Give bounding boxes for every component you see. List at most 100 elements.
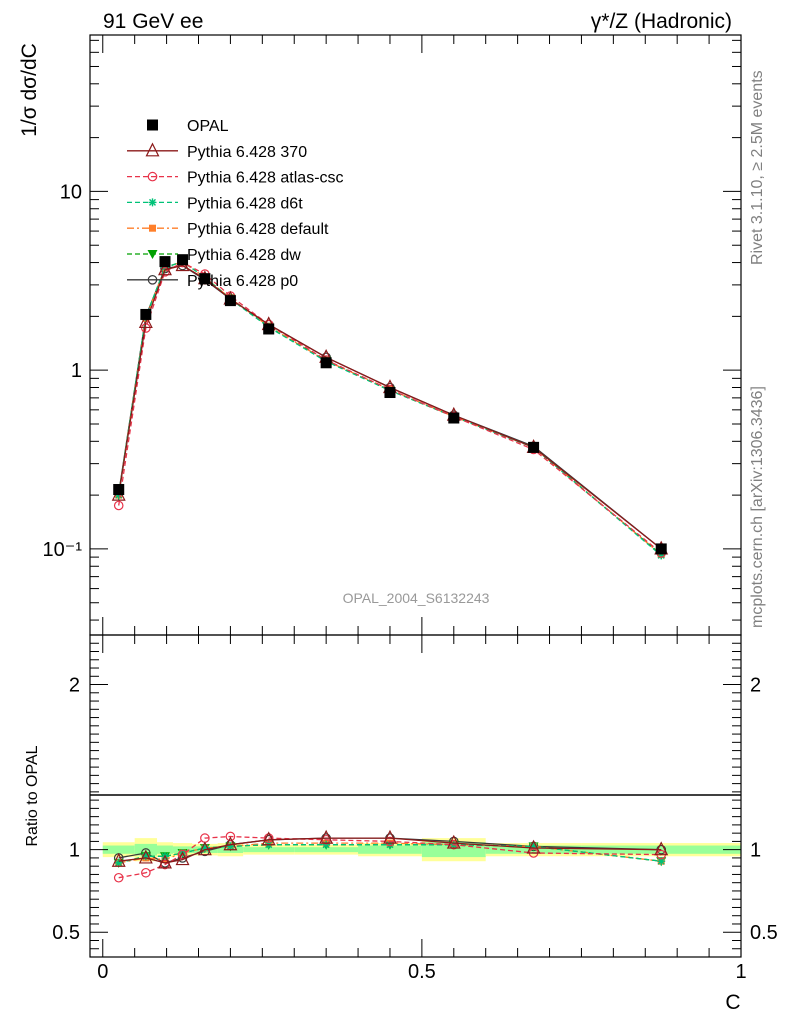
ratio-data-point [223, 836, 238, 851]
ratio-data-point [446, 834, 461, 849]
legend-label: Pythia 6.428 d6t [187, 195, 303, 212]
ratio-data-point [385, 836, 395, 847]
left-title: 91 GeV ee [103, 10, 203, 33]
ratio-data-point [261, 831, 276, 846]
ratio-band-green [581, 845, 741, 854]
main-series-line [118, 260, 662, 556]
ratio-data-point [158, 854, 172, 869]
main-series-pythia-6-428-370 [111, 257, 669, 555]
main-data-point [320, 357, 332, 369]
ratio-y-tick-label-left: 2 [69, 675, 80, 697]
ratio-data-point [382, 829, 397, 844]
ratio-data-point [322, 840, 331, 849]
main-data-point [159, 256, 171, 268]
main-data-point [448, 412, 460, 424]
ratio-data-point [138, 849, 153, 864]
mcplots-label: mcplots.cern.ch [arXiv:1306.3436] [749, 386, 766, 628]
main-data-point [263, 323, 275, 335]
legend-entry: Pythia 6.428 370 [127, 142, 307, 161]
legend-marker [147, 250, 158, 259]
ratio-data-point [319, 829, 334, 844]
main-x-ticks [102, 35, 742, 635]
ratio-data-point [226, 842, 235, 851]
main-series-pythia-6-428-d6t [114, 257, 666, 560]
main-data-point [113, 484, 125, 496]
legend-marker [147, 274, 158, 285]
main-data-point [199, 273, 211, 285]
legend-entry: Pythia 6.428 default [127, 221, 329, 238]
main-series-pythia-6-428-p0 [113, 260, 667, 554]
legend-label: OPAL [187, 118, 229, 135]
ratio-data-point [657, 857, 666, 866]
legend-entry: OPAL [147, 118, 229, 135]
ratio-y-tick-label-left: 1 [69, 840, 80, 862]
ratio-x-ticks: 0 0.5 1 [97, 635, 747, 983]
x-tick-label: 0.5 [408, 961, 436, 983]
ratio-y-tick-label-right: 1 [750, 840, 761, 862]
main-series-line [118, 264, 662, 550]
legend-marker [148, 198, 157, 207]
main-data-point [384, 387, 396, 399]
ratio-plot-panel: 0.5 0.51 12 2 0 0.5 1 Ratio to OPAL C [24, 634, 778, 1014]
main-series-opal [113, 254, 667, 555]
ratio-data-point [175, 851, 190, 866]
main-plot-panel: 10⁻¹ 1 10 1/σ dσ/dC OPAL_2004_S6132243 OPA… [18, 34, 742, 636]
main-data-point [657, 551, 666, 560]
ratio-data-point [197, 841, 212, 856]
ratio-y-tick-label-right: 0.5 [750, 922, 778, 944]
ratio-data-point [225, 831, 236, 842]
right-title: γ*/Z (Hadronic) [591, 10, 732, 33]
ratio-data-point [177, 849, 188, 860]
main-data-point [655, 543, 667, 555]
ratio-plot-frame [89, 634, 742, 958]
ratio-data-point [141, 852, 150, 861]
ratio-data-point [114, 858, 123, 867]
ratio-data-point [385, 840, 394, 849]
legend-entry: Pythia 6.428 p0 [127, 273, 298, 290]
legend-marker [145, 142, 160, 157]
x-axis-label: C [725, 991, 740, 1014]
x-tick-label: 0 [97, 961, 108, 983]
legend-label: Pythia 6.428 atlas-csc [187, 170, 344, 187]
main-series-line [118, 261, 662, 554]
main-y-axis-label: 1/σ dσ/dC [18, 43, 41, 137]
ratio-y-ticks: 0.5 0.5 1 1 2 2 [52, 642, 778, 950]
ratio-series-layer [111, 829, 669, 883]
legend-label: Pythia 6.428 370 [187, 144, 307, 161]
main-y-tick-label: 10⁻¹ [43, 539, 83, 561]
ratio-series-line [118, 842, 662, 864]
ratio-band-green [102, 845, 135, 854]
legend-label: Pythia 6.428 p0 [187, 273, 298, 290]
ratio-series-line [118, 835, 662, 879]
x-tick-label: 1 [735, 961, 746, 983]
legend-label: Pythia 6.428 dw [187, 247, 301, 264]
main-y-ticks: 10⁻¹ 1 10 [43, 39, 741, 621]
legend-marker [147, 171, 158, 182]
ratio-y-tick-label-right: 2 [750, 675, 761, 697]
ratio-band-green [157, 845, 173, 854]
legend-entry: Pythia 6.428 dw [127, 247, 301, 264]
main-y-tick-label: 1 [71, 360, 82, 382]
main-series-pythia-6-428-dw [113, 257, 667, 560]
rivet-version-label: Rivet 3.1.10, ≥ 2.5M events [749, 70, 766, 265]
ratio-data-point [529, 842, 538, 851]
ratio-data-point [113, 872, 124, 883]
main-data-point [177, 254, 189, 266]
ratio-data-point [200, 844, 209, 853]
ratio-data-point [654, 841, 669, 856]
legend-marker [147, 119, 158, 131]
ratio-data-point [526, 839, 541, 854]
analysis-watermark: OPAL_2004_S6132243 [343, 590, 490, 606]
main-series-line [118, 260, 662, 556]
main-data-point [224, 295, 236, 307]
legend: OPAL Pythia 6.428 370 Pythia 6.428 atlas-c… [127, 118, 344, 290]
ratio-data-point [141, 867, 151, 878]
ratio-y-axis-label: Ratio to OPAL [24, 745, 41, 846]
main-data-point [158, 261, 172, 276]
main-data-point [113, 500, 124, 511]
main-data-point [528, 441, 540, 453]
legend-entry: Pythia 6.428 d6t [127, 195, 303, 212]
main-data-point [140, 308, 152, 320]
ratio-data-point [111, 852, 126, 867]
